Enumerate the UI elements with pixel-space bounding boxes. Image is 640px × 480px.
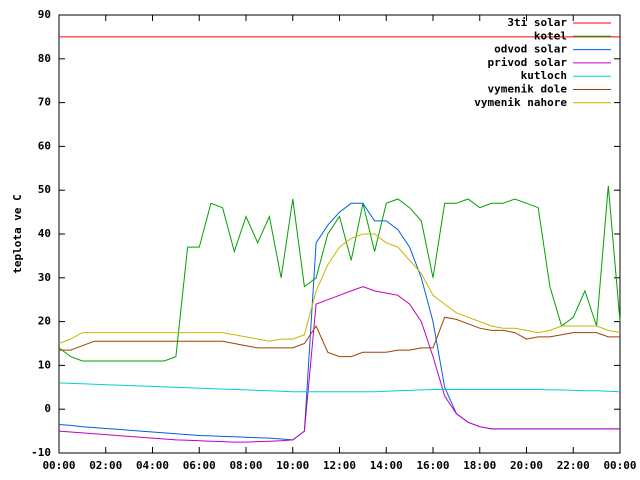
x-tick-label: 04:00	[136, 459, 169, 472]
x-tick-label: 00:00	[603, 459, 636, 472]
y-tick-label: 30	[38, 271, 51, 284]
y-tick-label: 80	[38, 52, 51, 65]
x-tick-label: 00:00	[42, 459, 75, 472]
x-tick-label: 18:00	[463, 459, 496, 472]
legend-label: kotel	[534, 29, 567, 42]
y-tick-label: -10	[31, 446, 51, 459]
data-line	[58, 185, 621, 362]
x-tick-label: 08:00	[229, 459, 262, 472]
y-tick-label: 40	[38, 227, 51, 240]
y-axis-label: teplota ve C	[11, 194, 24, 273]
legend-label: vymenik nahore	[474, 96, 567, 109]
x-tick-label: 06:00	[183, 459, 216, 472]
x-tick-label: 22:00	[557, 459, 590, 472]
legend-label: kutloch	[521, 69, 567, 82]
data-line	[58, 382, 621, 393]
x-tick-label: 14:00	[370, 459, 403, 472]
y-tick-label: 70	[38, 96, 51, 109]
legend-label: 3ti solar	[507, 16, 567, 29]
data-line	[59, 316, 620, 358]
x-tick-label: 10:00	[276, 459, 309, 472]
legend-label: vymenik dole	[488, 83, 568, 96]
x-tick-label: 02:00	[89, 459, 122, 472]
x-tick-label: 12:00	[323, 459, 356, 472]
x-tick-label: 20:00	[510, 459, 543, 472]
y-tick-label: 0	[44, 402, 51, 415]
data-line	[58, 233, 621, 344]
legend-label: odvod solar	[494, 43, 567, 56]
y-tick-label: 50	[38, 183, 51, 196]
y-tick-label: 20	[38, 315, 51, 328]
y-tick-label: 90	[38, 8, 51, 21]
y-tick-label: 60	[38, 139, 51, 152]
data-line	[58, 202, 620, 441]
legend-label: privod solar	[488, 56, 568, 69]
y-tick-label: 10	[38, 358, 51, 371]
x-tick-label: 16:00	[416, 459, 449, 472]
data-line	[58, 286, 620, 443]
